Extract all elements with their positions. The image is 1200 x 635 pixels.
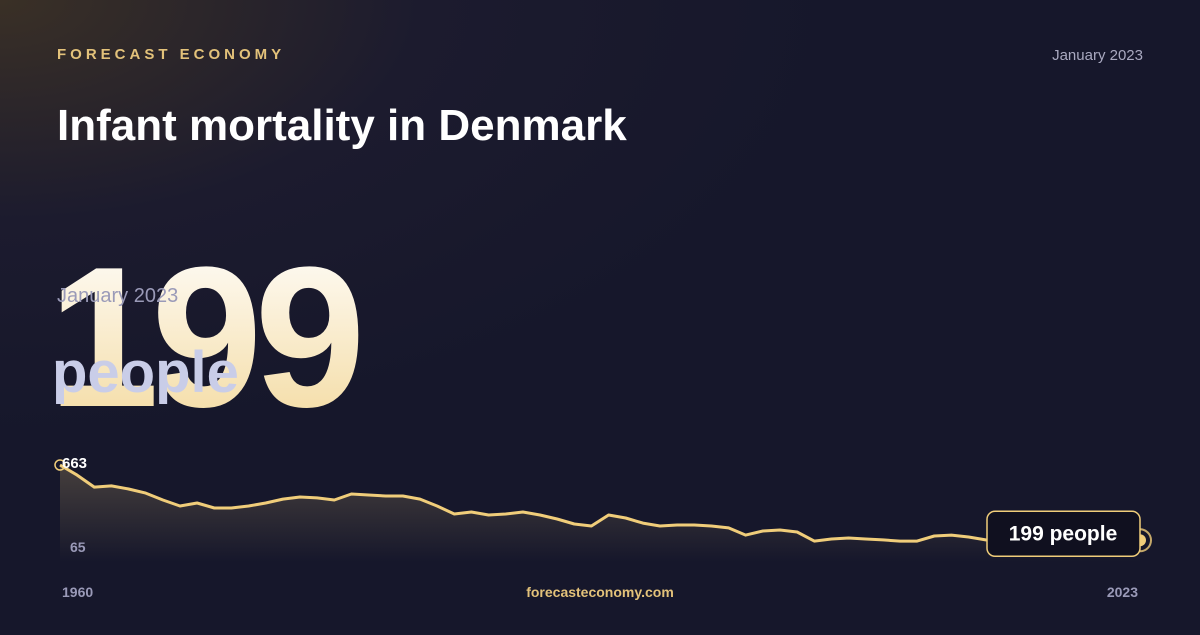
end-callout: [986, 510, 1141, 558]
area: [60, 465, 1140, 562]
line: [59, 463, 1141, 544]
chart: 199 people 65 663 1960 2023: [54, 455, 1152, 600]
x-tick-label: 1960: [62, 584, 93, 600]
y-tick-label: 663: [62, 455, 87, 472]
y-tick-label: 65: [70, 539, 86, 555]
hero-value: 199: [48, 226, 358, 449]
end-label: 199 people: [1009, 522, 1118, 545]
x-tick-label: 2023: [1107, 584, 1138, 600]
header-date: January 2023: [1052, 47, 1143, 64]
site: forecasteconomy.com: [526, 584, 674, 600]
start-marker: [54, 459, 66, 471]
hero-date: January 2023: [57, 285, 178, 307]
hero-unit: people: [52, 340, 239, 405]
brand: FORECAST ECONOMY: [57, 46, 285, 63]
title: Infant mortality in Denmark: [57, 101, 627, 150]
